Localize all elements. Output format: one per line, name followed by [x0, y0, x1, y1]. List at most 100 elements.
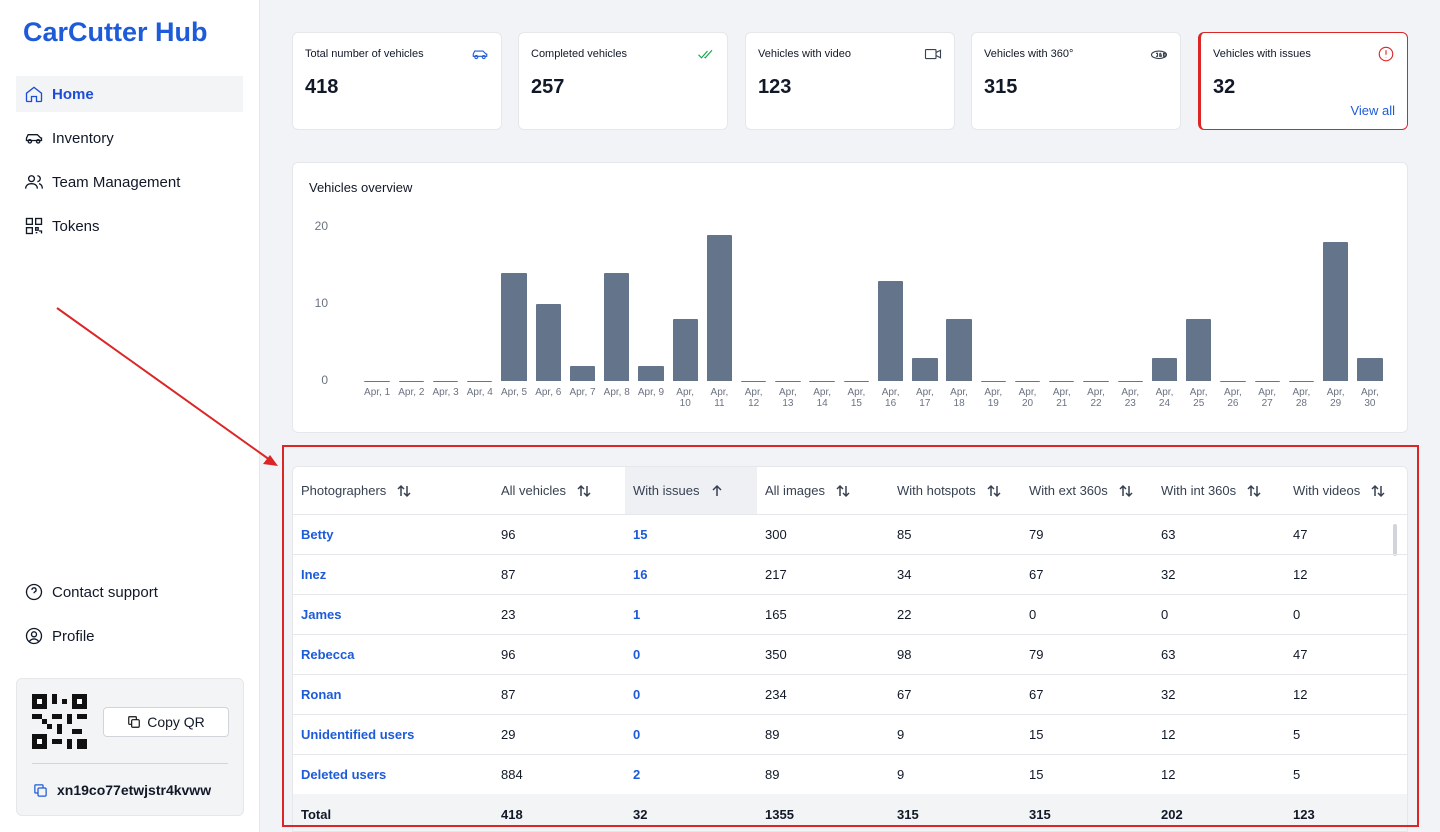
bar	[638, 365, 664, 381]
sort-icon[interactable]	[1370, 483, 1386, 499]
column-header[interactable]: All vehicles	[493, 467, 625, 514]
table-cell: 12	[1293, 686, 1308, 702]
x-tick-label: Apr, 27	[1258, 387, 1277, 409]
stat-card[interactable]: Vehicles with issues 32 View all	[1198, 32, 1408, 130]
cell-link[interactable]: Deleted users	[301, 766, 387, 782]
column-header[interactable]: Photographers	[293, 467, 493, 514]
table-cell: 300	[765, 526, 787, 542]
x-tick-label: Apr, 8	[603, 387, 630, 398]
column-header[interactable]: With int 360s	[1153, 467, 1285, 514]
copy-icon[interactable]	[33, 783, 48, 798]
column-header[interactable]: All images	[757, 467, 889, 514]
nav-item[interactable]: Inventory	[16, 120, 243, 156]
header-label: With issues	[633, 483, 700, 498]
table-cell: 96	[501, 646, 516, 662]
table-cell: 0	[1029, 606, 1037, 622]
stat-icon	[472, 50, 488, 60]
cell-link[interactable]: Inez	[301, 566, 327, 582]
divider	[32, 763, 228, 764]
cell-link[interactable]: Rebecca	[301, 646, 355, 662]
chart-title: Vehicles overview	[309, 180, 413, 195]
column-header[interactable]: With issues	[625, 467, 757, 514]
table-cell: 217	[765, 566, 787, 582]
column-header[interactable]: With hotspots	[889, 467, 1021, 514]
header-label: With ext 360s	[1029, 483, 1108, 498]
table-cell: 63	[1161, 526, 1176, 542]
brand[interactable]: CarCutter Hub	[23, 17, 208, 47]
bar	[467, 381, 493, 382]
x-tick-label: Apr, 21	[1052, 387, 1071, 409]
table-cell: 32	[1161, 686, 1176, 702]
cell-link[interactable]: 0	[633, 726, 641, 742]
row-border	[293, 634, 1407, 635]
bar	[1254, 381, 1280, 382]
cell-link[interactable]: Unidentified users	[301, 726, 415, 742]
table-cell: 12	[1161, 726, 1176, 742]
cell-link[interactable]: 0	[633, 646, 641, 662]
header-label: All vehicles	[501, 483, 567, 498]
header-label: With int 360s	[1161, 483, 1237, 498]
nav-item[interactable]: Tokens	[16, 208, 243, 244]
header-border	[293, 514, 1407, 515]
cell-link[interactable]: 16	[633, 566, 648, 582]
header-label: With videos	[1293, 483, 1361, 498]
x-tick-label: Apr, 10	[676, 387, 695, 409]
copy-qr-button[interactable]: Copy QR	[103, 707, 229, 737]
x-tick-label: Apr, 29	[1326, 387, 1345, 409]
bar	[535, 304, 561, 381]
x-tick-label: Apr, 15	[847, 387, 866, 409]
cell-link[interactable]: Betty	[301, 526, 334, 542]
stat-card: Vehicles with 360° 315	[971, 32, 1181, 130]
stat-icon	[698, 49, 713, 59]
total-cell: 315	[1029, 806, 1051, 822]
stat-card: Vehicles with video 123	[745, 32, 955, 130]
table-cell: 89	[765, 766, 780, 782]
x-tick-label: Apr, 12	[744, 387, 763, 409]
stat-value: 315	[984, 76, 1018, 98]
data-table: Photographers All vehicles With issues All …	[292, 466, 1408, 832]
cell-link[interactable]: 15	[633, 526, 648, 542]
table-cell: 234	[765, 686, 787, 702]
bar	[1288, 381, 1315, 382]
sort-icon[interactable]	[396, 483, 412, 499]
stat-label: Total number of vehicles	[305, 48, 424, 60]
sort-icon[interactable]	[576, 483, 592, 499]
qr-panel: Copy QR xn19co77etwjstr4kvww	[16, 678, 244, 816]
cell-link[interactable]: 0	[633, 686, 641, 702]
table-cell: 12	[1293, 566, 1308, 582]
x-tick-label: Apr, 28	[1292, 387, 1311, 409]
sort-icon[interactable]	[986, 483, 1002, 499]
column-header[interactable]: With videos	[1285, 467, 1407, 514]
table-cell: 67	[1029, 686, 1044, 702]
sort-icon[interactable]	[709, 483, 725, 499]
stat-icon	[924, 48, 942, 60]
sort-icon[interactable]	[835, 483, 851, 499]
x-tick-label: Apr, 16	[881, 387, 900, 409]
y-tick-label: 0	[321, 373, 328, 387]
x-tick-label: Apr, 14	[813, 387, 832, 409]
chart-card: Vehicles overview 0 10 20 Apr, 1 Apr, 2 Apr, …	[292, 162, 1408, 433]
nav-item[interactable]: Team Management	[16, 164, 243, 200]
row-border	[293, 554, 1407, 555]
column-header[interactable]: With ext 360s	[1021, 467, 1153, 514]
table-cell: 98	[897, 646, 912, 662]
cell-link[interactable]: 2	[633, 766, 641, 782]
x-tick-label: Apr, 17	[915, 387, 934, 409]
view-all-link[interactable]: View all	[1350, 103, 1395, 118]
stat-card: Completed vehicles 257	[518, 32, 728, 130]
total-cell: 315	[897, 806, 919, 822]
stat-label: Vehicles with video	[758, 48, 851, 60]
nav-item[interactable]: Profile	[16, 618, 243, 654]
nav-item[interactable]: Contact support	[16, 574, 243, 610]
bar	[741, 381, 767, 382]
bar	[1049, 381, 1075, 382]
nav-item[interactable]: Home	[16, 76, 243, 112]
cell-link[interactable]: 1	[633, 606, 641, 622]
cell-link[interactable]: Ronan	[301, 686, 342, 702]
cell-link[interactable]: James	[301, 606, 342, 622]
x-tick-label: Apr, 7	[569, 387, 596, 398]
x-tick-label: Apr, 13	[779, 387, 797, 409]
stat-value: 123	[758, 76, 792, 98]
sort-icon[interactable]	[1246, 483, 1262, 499]
sort-icon[interactable]	[1118, 483, 1134, 499]
